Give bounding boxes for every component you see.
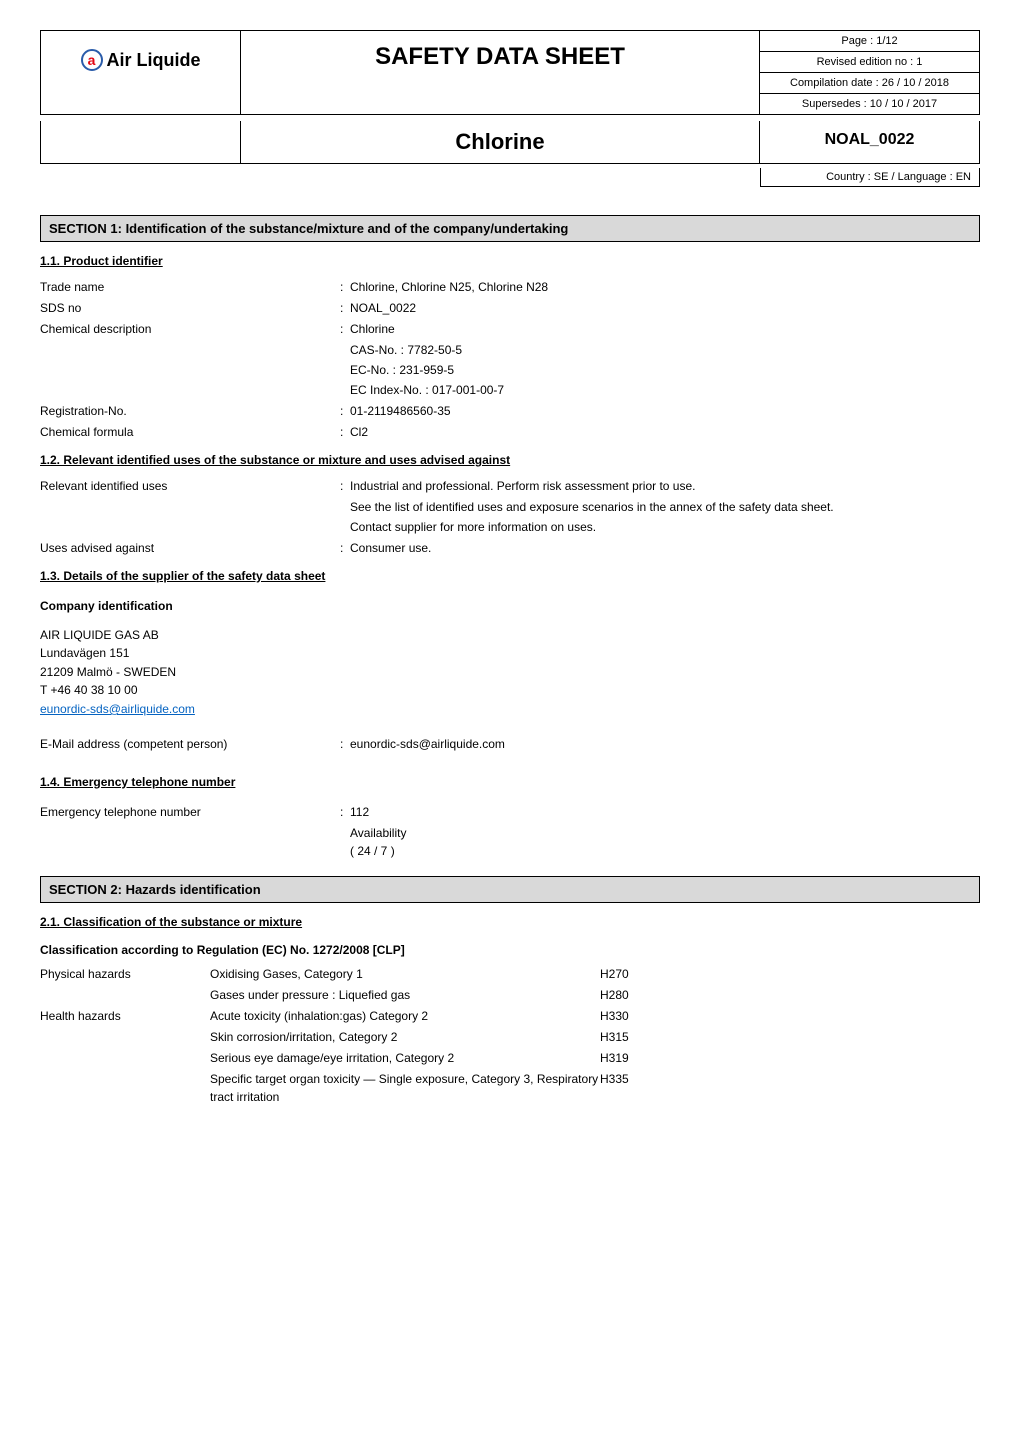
- hazard-description: Oxidising Gases, Category 1: [210, 965, 600, 983]
- formula-key: Chemical formula: [40, 423, 340, 441]
- reg-no-value: 01-2119486560-35: [350, 402, 980, 420]
- chem-desc-value: Chlorine: [350, 320, 980, 338]
- meta-page: Page : 1/12: [759, 31, 979, 52]
- subhead-2-1: 2.1. Classification of the substance or …: [40, 915, 980, 929]
- hazard-description: Skin corrosion/irritation, Category 2: [210, 1028, 600, 1046]
- relevant-uses-line3: Contact supplier for more information on…: [40, 518, 980, 536]
- company-logo: a Air Liquide: [81, 49, 201, 71]
- hazard-category: [40, 986, 210, 1004]
- relevant-uses-key: Relevant identified uses: [40, 477, 340, 495]
- email-competent-value: eunordic-sds@airliquide.com: [350, 735, 980, 753]
- relevant-uses-value: Industrial and professional. Perform ris…: [350, 477, 980, 495]
- row-advised-against: Uses advised against : Consumer use.: [40, 539, 980, 557]
- hazard-category: Health hazards: [40, 1007, 210, 1025]
- row-formula: Chemical formula : Cl2: [40, 423, 980, 441]
- meta-column: Page : 1/12 Revised edition no : 1 Compi…: [759, 31, 979, 114]
- logo-text: Air Liquide: [107, 50, 201, 71]
- classification-row: Gases under pressure : Liquefied gasH280: [40, 986, 980, 1004]
- classification-head: Classification according to Regulation (…: [40, 943, 980, 957]
- classification-row: Specific target organ toxicity — Single …: [40, 1070, 980, 1106]
- relevant-uses-line2: See the list of identified uses and expo…: [40, 498, 980, 516]
- product-name: Chlorine: [241, 121, 759, 163]
- hazard-category: [40, 1070, 210, 1106]
- hazard-description: Acute toxicity (inhalation:gas) Category…: [210, 1007, 600, 1025]
- noal-code: NOAL_0022: [759, 121, 979, 163]
- colon: :: [340, 539, 350, 557]
- classification-row: Skin corrosion/irritation, Category 2H31…: [40, 1028, 980, 1046]
- row-sds-no: SDS no : NOAL_0022: [40, 299, 980, 317]
- advised-against-key: Uses advised against: [40, 539, 340, 557]
- classification-row: Health hazardsAcute toxicity (inhalation…: [40, 1007, 980, 1025]
- cas-no: CAS-No. : 7782-50-5: [40, 341, 980, 359]
- hazard-category: [40, 1028, 210, 1046]
- ec-index-no: EC Index-No. : 017-001-00-7: [40, 381, 980, 399]
- colon: :: [340, 735, 350, 753]
- subhead-1-1: 1.1. Product identifier: [40, 254, 980, 268]
- logo-cell: a Air Liquide: [41, 31, 241, 114]
- meta-supersedes: Supersedes : 10 / 10 / 2017: [759, 94, 979, 114]
- meta-compilation: Compilation date : 26 / 10 / 2018: [759, 73, 979, 94]
- hazard-code: H280: [600, 986, 680, 1004]
- logo-mark-icon: a: [81, 49, 103, 71]
- hazard-code: H335: [600, 1070, 680, 1106]
- colon: :: [340, 278, 350, 296]
- colon: :: [340, 477, 350, 495]
- section-1-bar: SECTION 1: Identification of the substan…: [40, 215, 980, 242]
- advised-against-value: Consumer use.: [350, 539, 980, 557]
- ec-no: EC-No. : 231-959-5: [40, 361, 980, 379]
- email-competent-key: E-Mail address (competent person): [40, 735, 340, 753]
- colon: :: [340, 299, 350, 317]
- country-language: Country : SE / Language : EN: [760, 168, 980, 187]
- sds-no-key: SDS no: [40, 299, 340, 317]
- sds-no-value: NOAL_0022: [350, 299, 980, 317]
- company-line-2: Lundavägen 151: [40, 644, 980, 663]
- classification-row: Physical hazardsOxidising Gases, Categor…: [40, 965, 980, 983]
- row-emergency-phone: Emergency telephone number : 112: [40, 803, 980, 821]
- subhead-1-4: 1.4. Emergency telephone number: [40, 775, 980, 789]
- hazard-description: Gases under pressure : Liquefied gas: [210, 986, 600, 1004]
- hazard-description: Specific target organ toxicity — Single …: [210, 1070, 600, 1106]
- hazard-description: Serious eye damage/eye irritation, Categ…: [210, 1049, 600, 1067]
- availability-label: Availability: [40, 824, 980, 842]
- company-identification-head: Company identification: [40, 597, 980, 616]
- formula-value: Cl2: [350, 423, 980, 441]
- emergency-phone-key: Emergency telephone number: [40, 803, 340, 821]
- availability-value: ( 24 / 7 ): [40, 842, 980, 860]
- company-line-1: AIR LIQUIDE GAS AB: [40, 626, 980, 645]
- document-title: SAFETY DATA SHEET: [241, 31, 759, 114]
- hazard-code: H330: [600, 1007, 680, 1025]
- trade-name-key: Trade name: [40, 278, 340, 296]
- colon: :: [340, 803, 350, 821]
- emergency-phone-value: 112: [350, 803, 980, 821]
- meta-revised: Revised edition no : 1: [759, 52, 979, 73]
- trade-name-value: Chlorine, Chlorine N25, Chlorine N28: [350, 278, 980, 296]
- chem-desc-key: Chemical description: [40, 320, 340, 338]
- classification-row: Serious eye damage/eye irritation, Categ…: [40, 1049, 980, 1067]
- row-trade-name: Trade name : Chlorine, Chlorine N25, Chl…: [40, 278, 980, 296]
- row-chem-desc: Chemical description : Chlorine: [40, 320, 980, 338]
- subhead-1-2: 1.2. Relevant identified uses of the sub…: [40, 453, 980, 467]
- reg-no-key: Registration-No.: [40, 402, 340, 420]
- colon: :: [340, 402, 350, 420]
- product-row: Chlorine NOAL_0022: [40, 121, 980, 164]
- company-identification-block: Company identification AIR LIQUIDE GAS A…: [40, 597, 980, 719]
- row-email-competent: E-Mail address (competent person) : euno…: [40, 735, 980, 753]
- hazard-category: Physical hazards: [40, 965, 210, 983]
- hazard-code: H315: [600, 1028, 680, 1046]
- row-reg-no: Registration-No. : 01-2119486560-35: [40, 402, 980, 420]
- colon: :: [340, 423, 350, 441]
- company-line-4: T +46 40 38 10 00: [40, 681, 980, 700]
- classification-table: Physical hazardsOxidising Gases, Categor…: [40, 965, 980, 1106]
- document-header: a Air Liquide SAFETY DATA SHEET Page : 1…: [40, 30, 980, 115]
- colon: :: [340, 320, 350, 338]
- row-relevant-uses: Relevant identified uses : Industrial an…: [40, 477, 980, 495]
- company-email-link[interactable]: eunordic-sds@airliquide.com: [40, 702, 195, 716]
- hazard-code: H270: [600, 965, 680, 983]
- company-line-3: 21209 Malmö - SWEDEN: [40, 663, 980, 682]
- blank-cell: [41, 121, 241, 163]
- subhead-1-3: 1.3. Details of the supplier of the safe…: [40, 569, 980, 583]
- section-2-bar: SECTION 2: Hazards identification: [40, 876, 980, 903]
- hazard-code: H319: [600, 1049, 680, 1067]
- hazard-category: [40, 1049, 210, 1067]
